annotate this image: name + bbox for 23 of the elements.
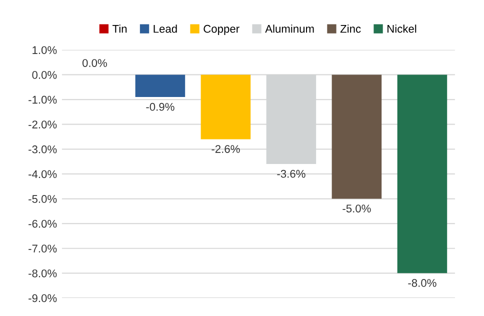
legend-label: Aluminum xyxy=(265,24,314,33)
legend-label: Nickel xyxy=(388,24,416,33)
y-tick-label: -9.0% xyxy=(28,294,57,302)
legend-label: Zinc xyxy=(340,24,361,33)
y-tick-label: -7.0% xyxy=(28,244,57,253)
legend-label: Copper xyxy=(204,24,240,35)
data-label: -5.0% xyxy=(342,204,371,212)
data-label: -3.6% xyxy=(277,170,306,178)
y-tick-label: -5.0% xyxy=(28,195,57,203)
y-tick-label: -4.0% xyxy=(28,170,57,178)
y-tick-label: -2.0% xyxy=(28,120,57,128)
y-tick-label: -8.0% xyxy=(28,269,57,278)
legend-label: Lead xyxy=(154,24,177,33)
data-label: -8.0% xyxy=(408,279,436,287)
data-label: -2.6% xyxy=(212,145,240,153)
y-tick-label: 0.0% xyxy=(32,71,57,79)
y-tick-label: 1.0% xyxy=(32,46,57,54)
y-tick-label: -1.0% xyxy=(28,96,57,104)
data-label: -0.9% xyxy=(146,102,174,111)
y-tick-label: -6.0% xyxy=(28,220,57,228)
legend-label: Tin xyxy=(112,24,127,33)
y-tick-label: -3.0% xyxy=(28,145,57,154)
data-label: 0.0% xyxy=(82,59,107,67)
